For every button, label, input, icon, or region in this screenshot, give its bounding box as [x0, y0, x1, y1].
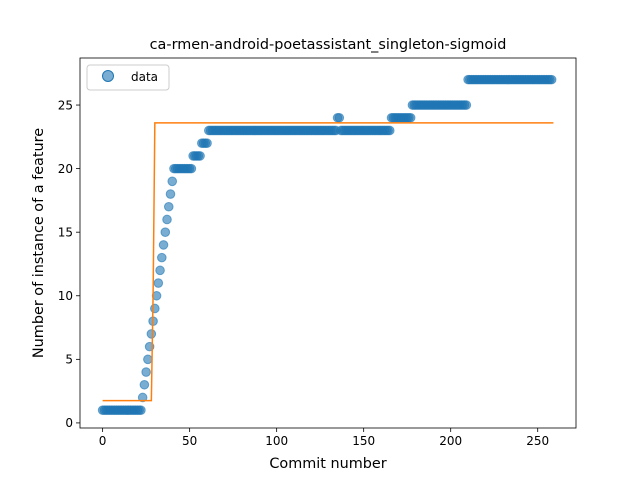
data-point	[334, 112, 345, 123]
data-point	[202, 138, 212, 148]
data-point	[141, 367, 151, 377]
data-point	[163, 201, 174, 212]
x-axis-label: Commit number	[269, 456, 386, 472]
y-tick-label: 0	[65, 416, 73, 430]
y-tick-label: 10	[58, 289, 73, 303]
chart-title: ca-rmen-android-poetassistant_singleton-…	[150, 37, 507, 53]
plot-area	[79, 57, 577, 429]
y-tick-label: 5	[65, 353, 73, 367]
plot-frame	[79, 57, 577, 429]
y-tick-label: 15	[58, 225, 73, 239]
data-point	[143, 354, 153, 365]
y-axis: 0 5 10 15 20 25	[58, 98, 80, 430]
data-point	[157, 252, 167, 263]
data-point	[162, 214, 172, 225]
x-tick-label: 0	[99, 434, 107, 448]
legend: data	[86, 64, 170, 91]
data-point	[158, 240, 169, 250]
data-point	[461, 100, 472, 110]
x-tick-label: 250	[526, 434, 549, 448]
data-point	[160, 227, 171, 237]
data-point	[167, 176, 178, 187]
data-point	[151, 290, 162, 301]
y-tick-label: 25	[58, 98, 73, 112]
data-point	[384, 125, 395, 136]
y-axis-label: Number of instance of a feature	[31, 128, 47, 358]
data-point	[165, 189, 176, 199]
data-point	[195, 151, 205, 161]
x-tick-label: 50	[182, 434, 197, 448]
x-axis: 0 50 100 150 200 250	[99, 428, 549, 448]
data-point	[186, 163, 197, 174]
legend-label: data	[131, 70, 158, 84]
data-point	[150, 303, 160, 314]
x-tick-label: 100	[265, 434, 288, 448]
data-markers	[97, 74, 557, 416]
x-tick-label: 150	[352, 434, 375, 448]
fit-line	[102, 122, 554, 402]
data-point	[405, 112, 416, 123]
data-point	[546, 74, 557, 85]
data-point	[136, 405, 146, 416]
data-point	[137, 392, 148, 403]
data-point	[153, 278, 164, 288]
data-point	[155, 265, 165, 276]
plot-background	[80, 58, 576, 428]
data-point	[146, 329, 157, 339]
x-tick-label: 200	[439, 434, 462, 448]
data-point	[139, 379, 150, 390]
y-tick-label: 20	[58, 162, 73, 176]
legend-marker	[102, 70, 114, 82]
